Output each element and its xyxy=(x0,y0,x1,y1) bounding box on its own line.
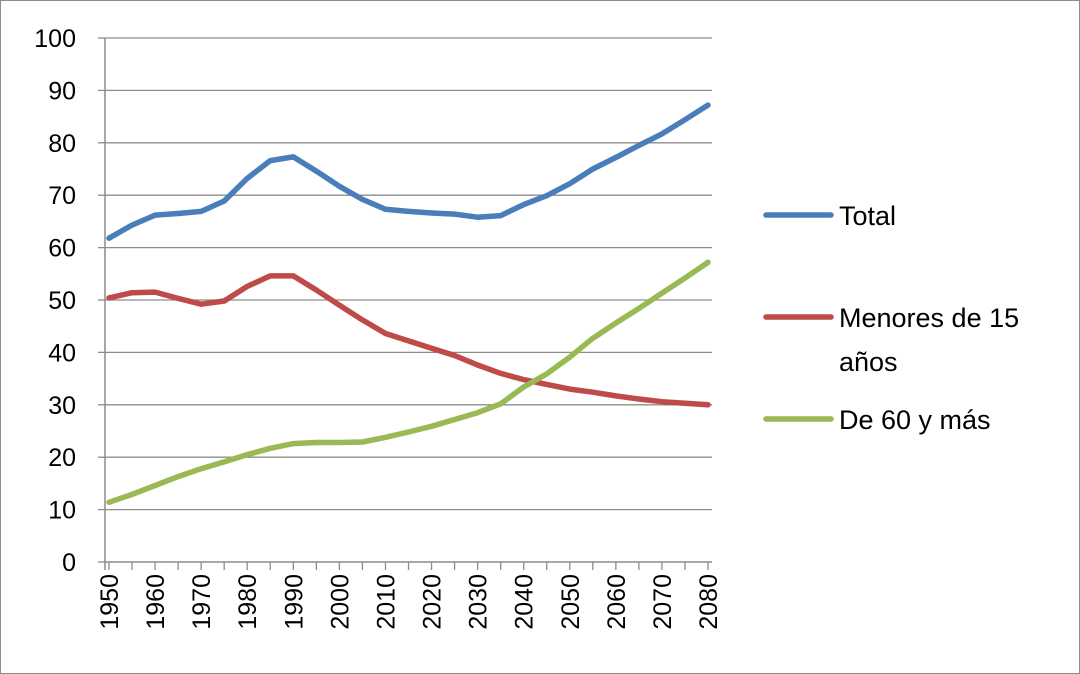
legend: Total Menores de 15 años De 60 y más xyxy=(763,201,1019,435)
y-tick-label-50: 50 xyxy=(48,287,76,315)
x-tick-label-1990: 1990 xyxy=(280,574,308,630)
y-tick-label-30: 30 xyxy=(48,392,76,420)
x-tick-label-1960: 1960 xyxy=(142,574,170,630)
y-tick-label-20: 20 xyxy=(48,444,76,472)
series-line-menores-de-15-anos xyxy=(106,273,711,408)
x-tick-label-2060: 2060 xyxy=(603,574,631,630)
x-tick-label-1950: 1950 xyxy=(96,574,124,630)
y-tick-label-60: 60 xyxy=(48,235,76,263)
gridlines xyxy=(105,37,712,511)
x-tick-label-2020: 2020 xyxy=(419,574,447,630)
x-tick-label-2010: 2010 xyxy=(372,574,400,630)
x-tick-label-2000: 2000 xyxy=(326,574,354,630)
y-tick-label-40: 40 xyxy=(48,339,76,367)
legend-label-de-60-y-mas: De 60 y más xyxy=(839,405,991,435)
x-tick-labels: 1950 1960 1970 1980 1990 2000 2010 2020 2030 2040… xyxy=(96,574,723,630)
y-tick-labels: 0 10 20 30 40 50 60 70 80 90 100 xyxy=(34,25,76,577)
legend-label-menores-de-15-anos-line2: años xyxy=(839,347,898,377)
y-tick-label-80: 80 xyxy=(48,130,76,158)
x-tick-label-1970: 1970 xyxy=(188,574,216,630)
x-tick-label-2070: 2070 xyxy=(649,574,677,630)
x-tick-label-2030: 2030 xyxy=(465,574,493,630)
axes xyxy=(98,37,712,570)
series-line-de-60-y-mas xyxy=(106,259,711,506)
y-tick-label-10: 10 xyxy=(48,497,76,525)
y-tick-label-0: 0 xyxy=(62,549,76,577)
series-line-total xyxy=(106,102,711,241)
series-lines xyxy=(106,102,711,506)
legend-label-total: Total xyxy=(839,201,896,231)
x-tick-label-2050: 2050 xyxy=(557,574,585,630)
x-tick-label-2080: 2080 xyxy=(695,574,723,630)
x-tick-label-1980: 1980 xyxy=(234,574,262,630)
y-tick-label-90: 90 xyxy=(48,77,76,105)
x-tick-label-2040: 2040 xyxy=(511,574,539,630)
y-tick-label-70: 70 xyxy=(48,182,76,210)
legend-label-menores-de-15-anos: Menores de 15 xyxy=(839,303,1019,333)
y-tick-label-100: 100 xyxy=(34,25,76,53)
